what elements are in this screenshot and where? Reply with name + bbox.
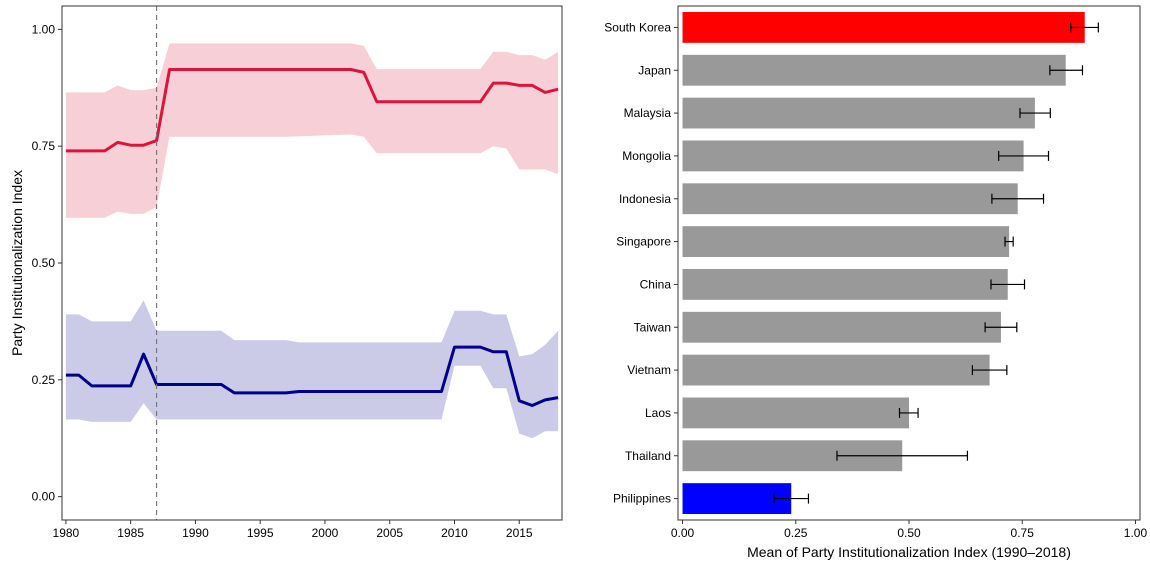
x-tick-label: 1985 — [117, 526, 144, 540]
category-label: China — [640, 277, 672, 291]
x-tick-label: 1980 — [53, 526, 80, 540]
x-tick-label: 1.00 — [1124, 526, 1148, 540]
x-axis: 1980 1985 1990 1995 2000 2005 2010 2015 — [53, 520, 533, 540]
y-tick-label: 1.00 — [32, 22, 56, 36]
confidence-band-0 — [65, 43, 559, 218]
x-tick-label: 2000 — [312, 526, 339, 540]
bar — [682, 397, 909, 429]
confidence-band-1 — [65, 300, 559, 439]
x-tick-label: 2015 — [506, 526, 533, 540]
category-label: Taiwan — [634, 320, 671, 334]
category-label: Malaysia — [624, 106, 672, 120]
bar — [682, 483, 792, 515]
category-label: Indonesia — [619, 192, 671, 206]
x-tick-label: 1995 — [247, 526, 274, 540]
bar — [682, 97, 1035, 129]
x-tick-label: 2005 — [376, 526, 403, 540]
bar — [682, 140, 1024, 172]
x-tick-label: 0.25 — [784, 526, 808, 540]
bar — [682, 226, 1010, 258]
category-label: Mongolia — [622, 149, 671, 163]
bar-chart-panel: 0.00 0.25 0.50 0.75 1.00 South Korea Japan Mal… — [604, 5, 1148, 560]
series-line-1 — [65, 345, 559, 407]
x-tick-label: 0.50 — [897, 526, 921, 540]
category-label: South Korea — [604, 20, 671, 34]
category-label: Singapore — [616, 235, 671, 249]
category-label: Laos — [645, 406, 671, 420]
bar — [682, 354, 990, 386]
bar — [682, 183, 1018, 215]
series-lines — [65, 68, 559, 407]
time-series-panel: 1980 1985 1990 1995 2000 2005 2010 2015 0.00 0.2… — [9, 5, 563, 540]
y-tick-label: 0.50 — [32, 256, 56, 270]
x-axis: 0.00 0.25 0.50 0.75 1.00 — [671, 520, 1148, 540]
y-tick-label: 0.25 — [32, 373, 56, 387]
category-label: Vietnam — [627, 363, 671, 377]
y-tick-label: 0.00 — [32, 490, 56, 504]
bars — [682, 11, 1085, 515]
bar — [682, 268, 1008, 300]
x-tick-label: 2010 — [441, 526, 468, 540]
error-bars — [773, 22, 1099, 504]
y-axis-title: Party Institutionalization Index — [9, 170, 25, 356]
confidence-bands — [65, 43, 559, 439]
series-line-0 — [65, 68, 559, 153]
x-tick-label: 1990 — [182, 526, 209, 540]
category-label: Thailand — [625, 449, 671, 463]
category-label: Japan — [638, 63, 671, 77]
y-axis: 0.00 0.25 0.50 0.75 1.00 — [32, 22, 62, 504]
y-tick-label: 0.75 — [32, 139, 56, 153]
x-tick-label: 0.00 — [671, 526, 695, 540]
x-axis-title: Mean of Party Institutionalization Index… — [747, 544, 1071, 560]
bar — [682, 311, 1001, 343]
y-axis: South Korea Japan Malaysia Mongolia Indonesi… — [604, 20, 678, 506]
x-tick-label: 0.75 — [1011, 526, 1035, 540]
category-label: Philippines — [613, 492, 671, 506]
bar — [682, 54, 1066, 86]
bar — [682, 11, 1085, 43]
